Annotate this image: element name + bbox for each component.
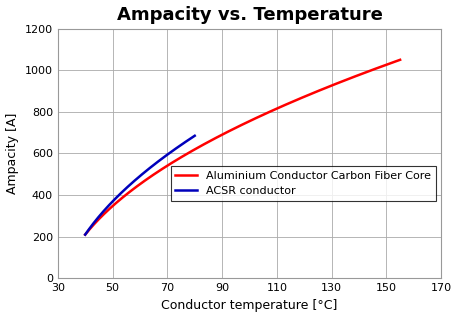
Aluminium Conductor Carbon Fiber Core <box>390 61 395 65</box>
Legend: Aluminium Conductor Carbon Fiber Core, ACSR conductor: Aluminium Conductor Carbon Fiber Core, A… <box>171 166 436 201</box>
ACSR conductor <box>147 166 153 170</box>
Line: Aluminium Conductor Carbon Fiber Core: Aluminium Conductor Carbon Fiber Core <box>85 60 400 235</box>
Aluminium Conductor Carbon Fiber Core <box>82 233 88 237</box>
Aluminium Conductor Carbon Fiber Core <box>270 108 275 112</box>
ACSR conductor <box>149 164 155 168</box>
Line: ACSR conductor: ACSR conductor <box>85 136 195 235</box>
ACSR conductor <box>175 145 180 149</box>
X-axis label: Conductor temperature [°C]: Conductor temperature [°C] <box>161 299 338 312</box>
ACSR conductor <box>83 232 88 236</box>
Aluminium Conductor Carbon Fiber Core <box>341 79 346 83</box>
Aluminium Conductor Carbon Fiber Core <box>232 126 238 130</box>
Title: Ampacity vs. Temperature: Ampacity vs. Temperature <box>116 6 382 24</box>
ACSR conductor <box>147 166 153 169</box>
ACSR conductor <box>182 141 187 144</box>
ACSR conductor <box>82 233 88 237</box>
Aluminium Conductor Carbon Fiber Core <box>398 58 403 62</box>
Aluminium Conductor Carbon Fiber Core <box>253 116 258 120</box>
Aluminium Conductor Carbon Fiber Core <box>234 126 240 129</box>
Y-axis label: Ampacity [A]: Ampacity [A] <box>6 113 19 194</box>
ACSR conductor <box>192 134 197 138</box>
